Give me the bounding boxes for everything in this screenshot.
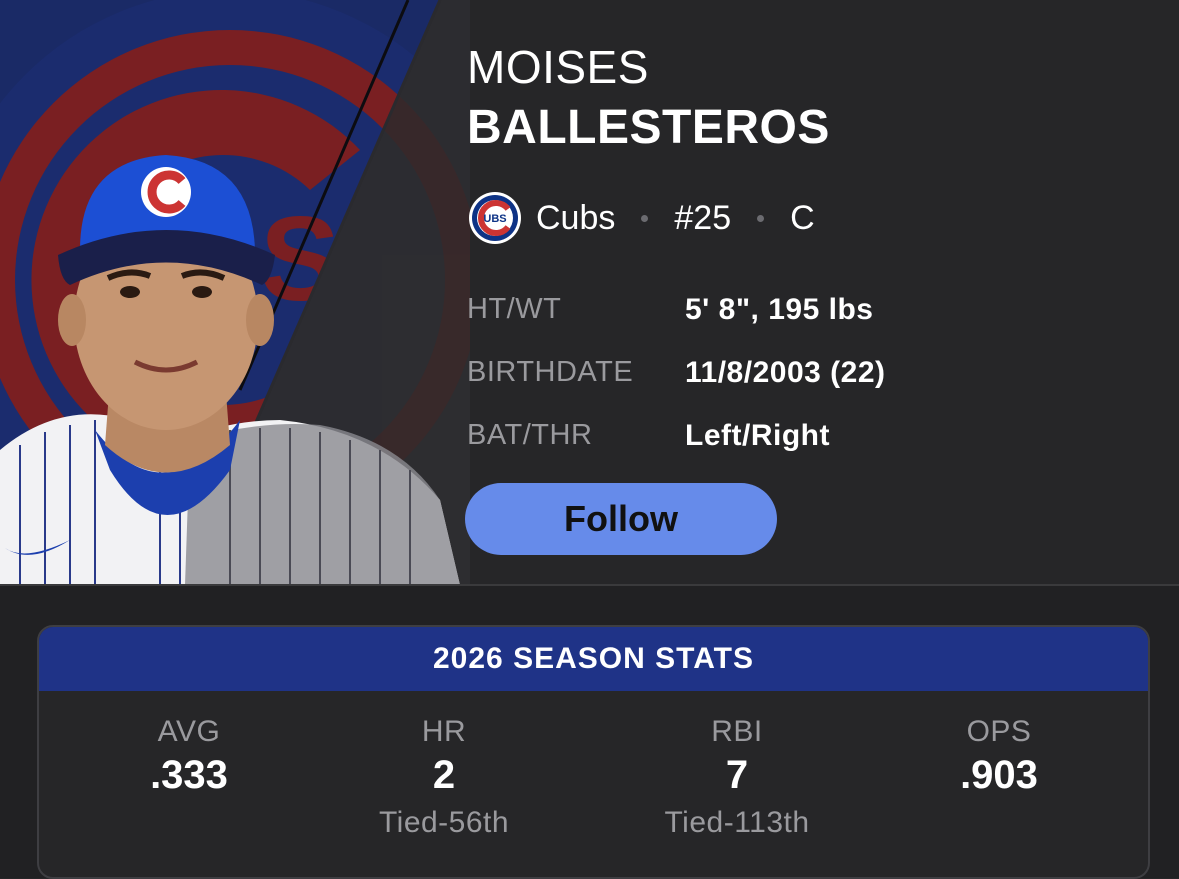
separator-dot xyxy=(641,215,648,222)
bio-row-ht-wt: HT/WT 5' 8", 195 lbs xyxy=(467,278,886,341)
bio-label: BAT/THR xyxy=(467,419,685,452)
stat-label: HR xyxy=(294,715,594,749)
player-last-name: BALLESTEROS xyxy=(467,100,830,155)
player-bio: HT/WT 5' 8", 195 lbs BIRTHDATE 11/8/2003… xyxy=(467,278,886,467)
season-stats-card: 2026 SEASON STATS AVG .333 HR 2 Tied-56t… xyxy=(37,625,1150,879)
stat-hr: HR 2 Tied-56th xyxy=(294,691,594,840)
bio-value: 5' 8", 195 lbs xyxy=(685,293,873,327)
cubs-logo-text: UBS xyxy=(483,213,506,225)
stat-value: 2 xyxy=(294,753,594,798)
stat-rank: Tied-113th xyxy=(587,806,887,840)
bio-row-birthdate: BIRTHDATE 11/8/2003 (22) xyxy=(467,341,886,404)
stats-columns: AVG .333 HR 2 Tied-56th RBI 7 Tied-113th… xyxy=(39,691,1148,877)
stat-ops: OPS .903 xyxy=(849,691,1149,806)
stat-value: 7 xyxy=(587,753,887,798)
stat-rbi: RBI 7 Tied-113th xyxy=(587,691,887,840)
stat-label: OPS xyxy=(849,715,1149,749)
player-first-name: MOISES xyxy=(467,40,649,94)
player-header: S xyxy=(0,0,1179,585)
jersey-number: #25 xyxy=(674,199,731,238)
stat-value: .903 xyxy=(849,753,1149,798)
bio-label: BIRTHDATE xyxy=(467,356,685,389)
bio-row-bat-thr: BAT/THR Left/Right xyxy=(467,404,886,467)
cubs-logo-icon[interactable]: UBS xyxy=(468,191,522,245)
stat-rank: Tied-56th xyxy=(294,806,594,840)
player-position: C xyxy=(790,199,815,238)
player-photo: S xyxy=(0,0,470,585)
bio-value: Left/Right xyxy=(685,419,830,453)
team-name[interactable]: Cubs xyxy=(536,199,615,238)
stat-label: RBI xyxy=(587,715,887,749)
bio-label: HT/WT xyxy=(467,293,685,326)
follow-button[interactable]: Follow xyxy=(465,483,777,555)
separator-dot xyxy=(757,215,764,222)
team-info-row: UBS Cubs #25 C xyxy=(468,190,815,246)
season-stats-title: 2026 SEASON STATS xyxy=(39,627,1148,691)
bio-value: 11/8/2003 (22) xyxy=(685,356,886,390)
